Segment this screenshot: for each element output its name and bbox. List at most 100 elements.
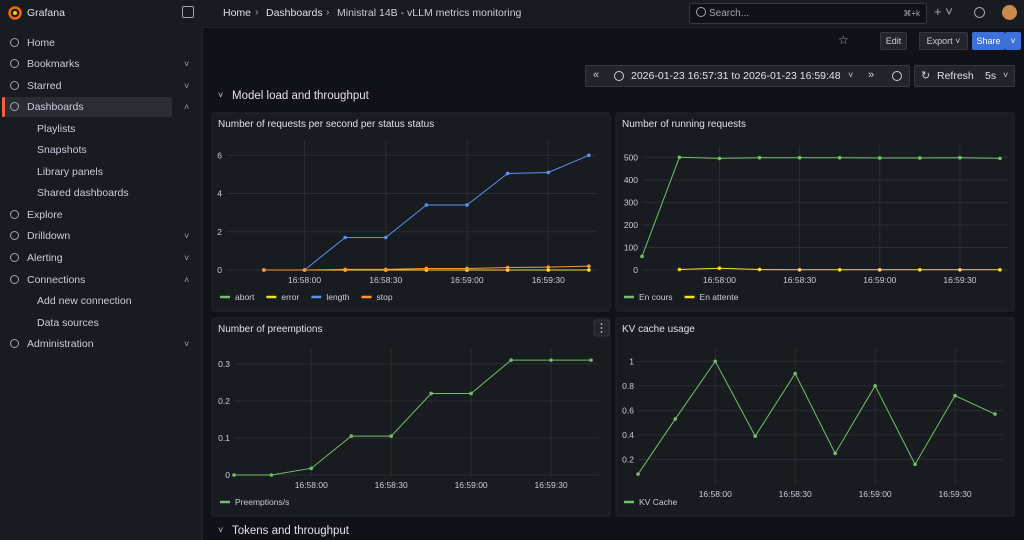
data-point bbox=[797, 267, 802, 272]
nav-item[interactable]: Snapshots bbox=[0, 140, 202, 160]
panel-menu-dot bbox=[600, 331, 603, 333]
y-tick-label: 1 bbox=[629, 356, 634, 366]
data-point bbox=[953, 393, 957, 398]
range-menu[interactable]: ˅ bbox=[848, 70, 854, 80]
nav-label: Home bbox=[27, 37, 56, 49]
nav-label: Alerting bbox=[27, 252, 63, 264]
refresh-picker[interactable]: ↻ Refresh 5s ˅ bbox=[914, 65, 1015, 87]
data-point bbox=[757, 155, 762, 160]
search-placeholder: Search... bbox=[709, 8, 750, 19]
data-point bbox=[549, 358, 553, 362]
export-label: Export bbox=[926, 36, 953, 46]
nav-label: Explore bbox=[27, 209, 63, 221]
nav-item[interactable]: Add new connection bbox=[0, 291, 202, 311]
nav-label: Drilldown bbox=[27, 230, 71, 242]
nav-label: Add new connection bbox=[37, 295, 132, 307]
y-tick-label: 2 bbox=[217, 227, 222, 237]
add-menu[interactable]: + ˅ bbox=[934, 4, 953, 19]
edit-button[interactable]: Edit bbox=[880, 32, 907, 50]
help[interactable] bbox=[974, 7, 985, 18]
shift-fwd[interactable]: » bbox=[868, 69, 875, 81]
crumb[interactable]: Dashboards bbox=[266, 7, 323, 19]
nav-item[interactable]: Alerting ˅ bbox=[0, 248, 202, 268]
y-tick-label: 6 bbox=[217, 150, 222, 160]
nav-item[interactable]: Library panels bbox=[0, 162, 202, 182]
data-point bbox=[673, 417, 678, 421]
sidebar: Home Bookmarks ˅ Starred ˅ Dashboards ˄ Pla… bbox=[0, 27, 203, 540]
nav-label: Dashboards bbox=[27, 101, 84, 113]
y-tick-label: 0 bbox=[633, 265, 638, 275]
y-tick-label: 400 bbox=[624, 175, 638, 185]
x-tick-label: 16:58:00 bbox=[288, 275, 321, 285]
interval-menu[interactable]: ˅ bbox=[1003, 70, 1009, 80]
panel bbox=[615, 317, 1015, 517]
dock-toggle[interactable] bbox=[182, 6, 194, 18]
data-point bbox=[349, 434, 354, 438]
data-point bbox=[793, 371, 797, 376]
legend-label: length bbox=[326, 292, 349, 302]
y-tick-label: 0.1 bbox=[218, 433, 230, 443]
data-point bbox=[873, 384, 877, 388]
y-tick-label: 0.6 bbox=[622, 405, 634, 415]
y-tick-label: 500 bbox=[624, 152, 638, 162]
data-point bbox=[998, 156, 1002, 161]
star[interactable]: ☆ bbox=[838, 33, 849, 47]
nav-item[interactable]: Explore bbox=[0, 205, 202, 225]
time-picker[interactable]: « 2026-01-23 16:57:31 to 2026-01-23 16:5… bbox=[585, 65, 910, 87]
avatar[interactable] bbox=[1002, 5, 1017, 20]
y-tick-label: 0.4 bbox=[622, 430, 634, 440]
panel-menu[interactable] bbox=[593, 319, 610, 337]
data-point bbox=[589, 358, 593, 362]
nav-item[interactable]: Playlists bbox=[0, 119, 202, 139]
nav-item[interactable]: Home bbox=[0, 33, 202, 53]
data-point bbox=[424, 266, 429, 271]
share-menu[interactable]: ˅ bbox=[1005, 32, 1021, 50]
x-tick-label: 16:59:00 bbox=[455, 480, 488, 490]
app-name: Grafana bbox=[27, 7, 65, 19]
share-button[interactable]: Share bbox=[972, 32, 1005, 50]
data-point bbox=[465, 203, 469, 207]
legend-label: abort bbox=[235, 292, 255, 302]
data-point bbox=[877, 267, 882, 272]
panel bbox=[211, 112, 611, 312]
nav-label: Library panels bbox=[37, 166, 103, 178]
nav-item[interactable]: Drilldown ˅ bbox=[0, 226, 202, 246]
data-point bbox=[383, 235, 388, 240]
data-point bbox=[918, 267, 922, 272]
nav-item[interactable]: Bookmarks ˅ bbox=[0, 54, 202, 74]
data-point bbox=[505, 171, 510, 176]
nav-label: Data sources bbox=[37, 317, 99, 329]
nav-item[interactable]: Shared dashboards bbox=[0, 183, 202, 203]
data-point bbox=[958, 155, 962, 160]
row-chevron[interactable]: ˅ bbox=[218, 90, 224, 100]
export-button[interactable]: Export ˅ bbox=[919, 32, 968, 50]
data-point bbox=[232, 473, 236, 477]
y-tick-label: 0.8 bbox=[622, 381, 634, 391]
y-tick-label: 0.2 bbox=[218, 396, 230, 406]
data-point bbox=[958, 267, 962, 272]
nav-item[interactable]: Connections ˄ bbox=[0, 270, 202, 290]
row-title[interactable]: Tokens and throughput bbox=[232, 525, 350, 537]
search-shortcut: ⌘+k bbox=[903, 9, 920, 18]
nav-item[interactable]: Data sources bbox=[0, 313, 202, 333]
zoom-out[interactable] bbox=[892, 71, 902, 81]
nav-item[interactable]: Administration ˅ bbox=[0, 334, 202, 354]
x-tick-label: 16:58:30 bbox=[369, 275, 402, 285]
row-title[interactable]: Model load and throughput bbox=[232, 90, 369, 102]
nav-item[interactable]: Dashboards ˄ bbox=[2, 97, 189, 117]
refresh-label: Refresh bbox=[937, 70, 974, 82]
data-point bbox=[302, 268, 307, 272]
y-tick-label: 4 bbox=[217, 189, 222, 199]
time-sep: to bbox=[731, 70, 741, 82]
data-point bbox=[587, 268, 591, 272]
data-point bbox=[918, 156, 922, 160]
nav-item[interactable]: Starred ˅ bbox=[0, 76, 202, 96]
search-box[interactable]: Search... ⌘+k bbox=[689, 3, 927, 24]
crumb[interactable]: Home bbox=[223, 7, 252, 19]
x-tick-label: 16:59:00 bbox=[859, 489, 892, 499]
y-tick-label: 0.2 bbox=[622, 454, 634, 464]
shift-back[interactable]: « bbox=[593, 69, 600, 81]
legend-label: En attente bbox=[700, 292, 739, 302]
row-chevron[interactable]: ˅ bbox=[218, 525, 224, 535]
series-line bbox=[641, 156, 1000, 257]
